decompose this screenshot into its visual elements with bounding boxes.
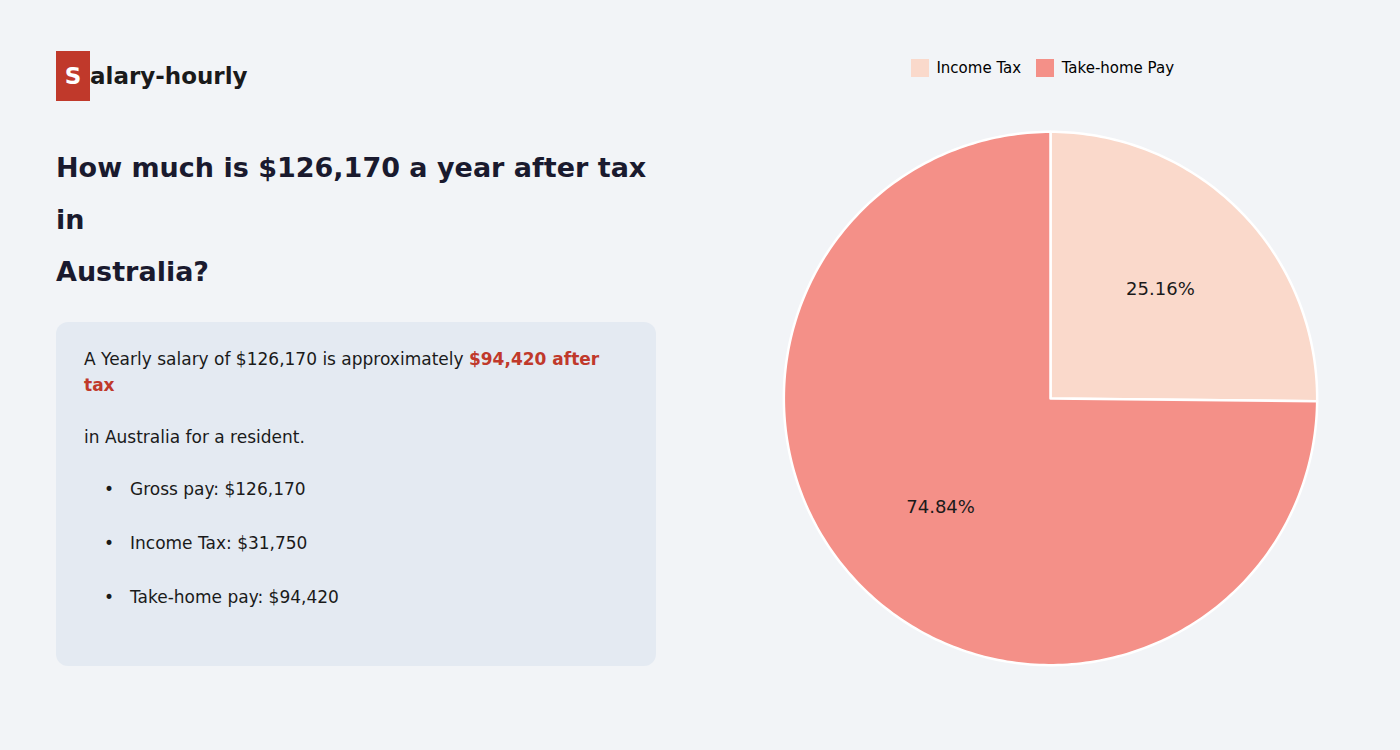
svg-text:74.84%: 74.84% (906, 496, 975, 517)
html-text:Take-home pay: $94,420: Take-home pay: $94,420 (130, 587, 339, 607)
html-text:in Australia for a resident.: in Australia for a resident. (84, 427, 305, 447)
html-text:S alary-hourly: S alary-hourly (64, 63, 248, 89)
html-text:Income Tax: Income Tax (936, 59, 1022, 78)
html-text:Australia?: Australia? (56, 256, 209, 287)
html-text:Income Tax: $31,750: Income Tax: $31,750 (130, 533, 308, 553)
html-text:Take-home Pay: Take-home Pay (1061, 59, 1175, 78)
html-text:A Yearly salary of $126,170 is: A Yearly salary of $126,170 is approxima… (84, 349, 600, 395)
html-text:Gross pay: $126,170: Gross pay: $126,170 (130, 479, 306, 499)
html-text:How much is $126,170 a year af: How much is $126,170 a year after tax in (56, 152, 647, 235)
svg-text:25.16%: 25.16% (1126, 279, 1195, 300)
